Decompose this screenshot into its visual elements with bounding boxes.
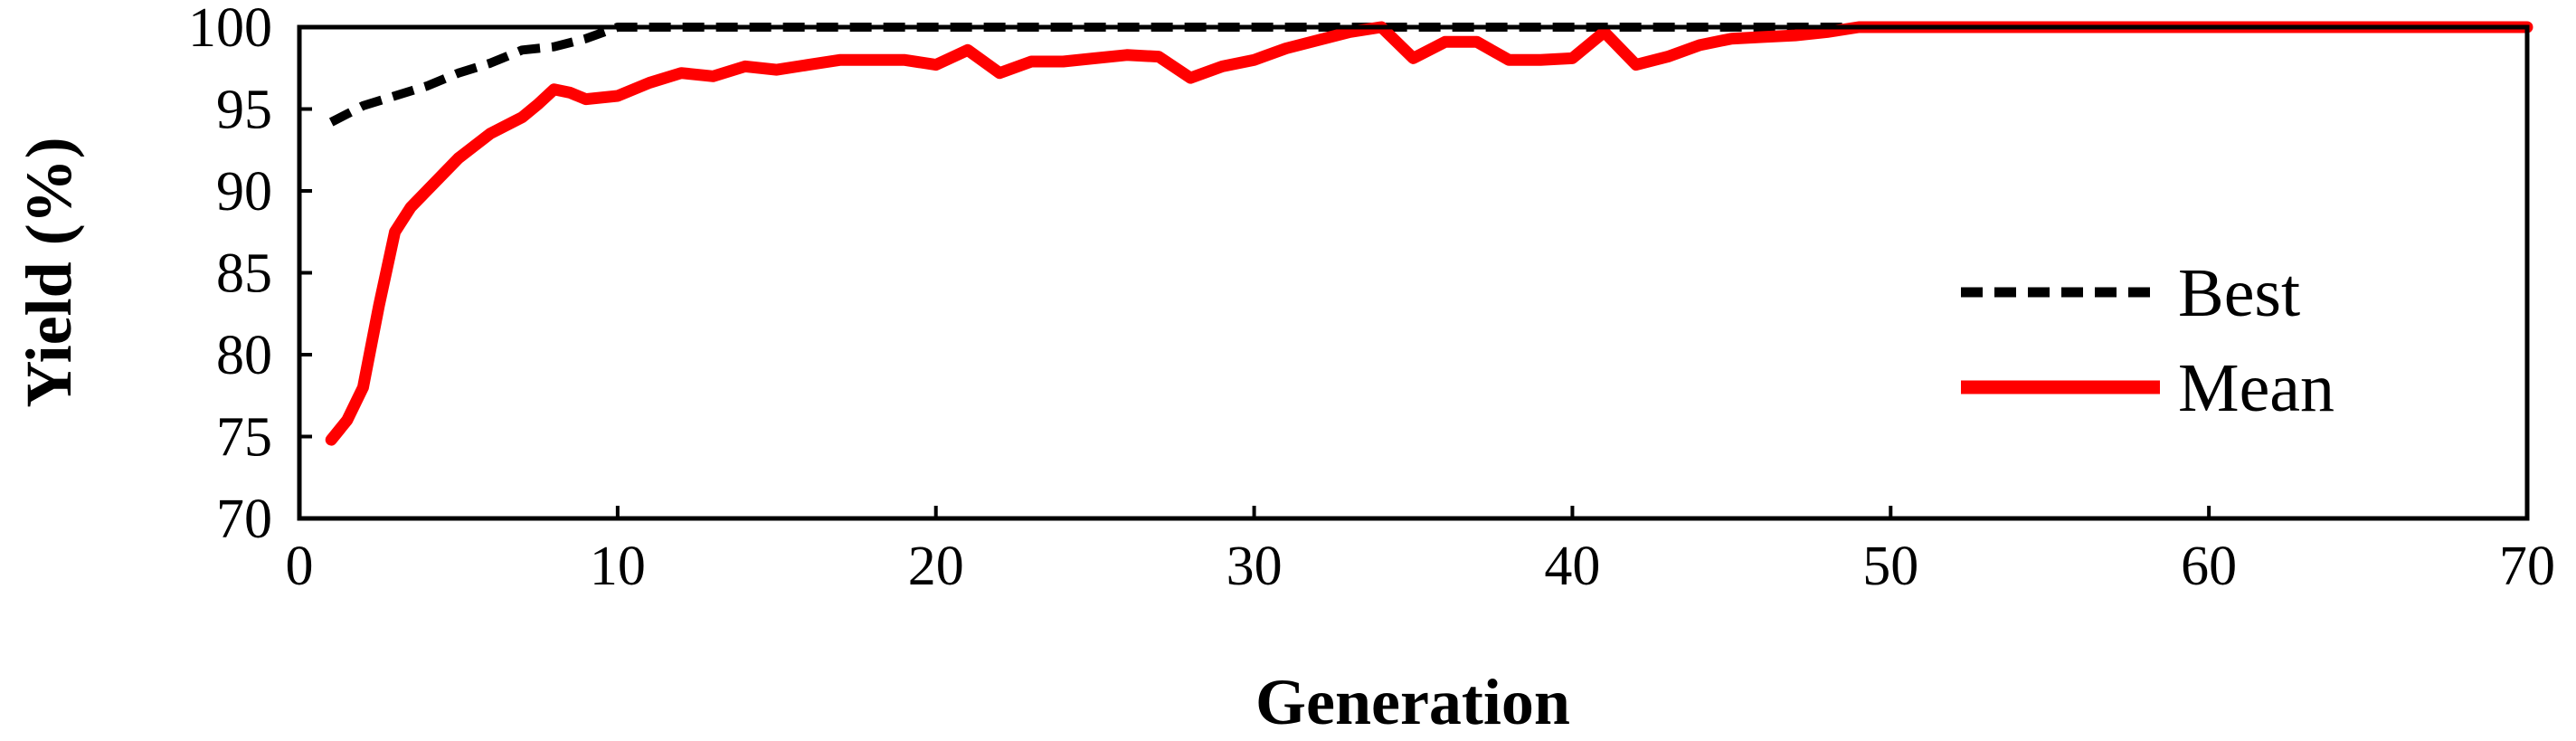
x-tick-label-70: 70: [2499, 536, 2555, 597]
y-axis-title: Yield (%): [13, 137, 85, 407]
y-tick-label-75: 75: [216, 407, 272, 469]
series-line-mean: [325, 21, 2533, 446]
y-tick-label-80: 80: [216, 325, 272, 386]
y-tick-label-95: 95: [216, 80, 272, 141]
y-tick-label-100: 100: [188, 0, 272, 59]
legend-label-mean: Mean: [2178, 350, 2334, 426]
y-tick-label-90: 90: [216, 161, 272, 223]
y-tick-label-70: 70: [216, 489, 272, 550]
x-tick-label-60: 60: [2181, 536, 2237, 597]
plot-lines: [325, 21, 2533, 446]
y-tick-label-85: 85: [216, 243, 272, 305]
x-tick-label-20: 20: [908, 536, 964, 597]
x-tick-label-40: 40: [1544, 536, 1600, 597]
legend-label-best: Best: [2178, 255, 2300, 331]
tick-labels: 0 10 20 30 40 50 60 70 70 75 80 85 90 95 100: [188, 0, 2555, 597]
series-line-best: [328, 23, 1891, 127]
x-tick-label-0: 0: [286, 536, 314, 597]
x-tick-label-10: 10: [590, 536, 646, 597]
x-tick-label-50: 50: [1862, 536, 1918, 597]
x-axis-title: Generation: [1255, 666, 1570, 738]
axis-ticks: [298, 25, 2529, 520]
x-tick-label-30: 30: [1226, 536, 1283, 597]
legend: Best Mean: [1961, 255, 2334, 426]
